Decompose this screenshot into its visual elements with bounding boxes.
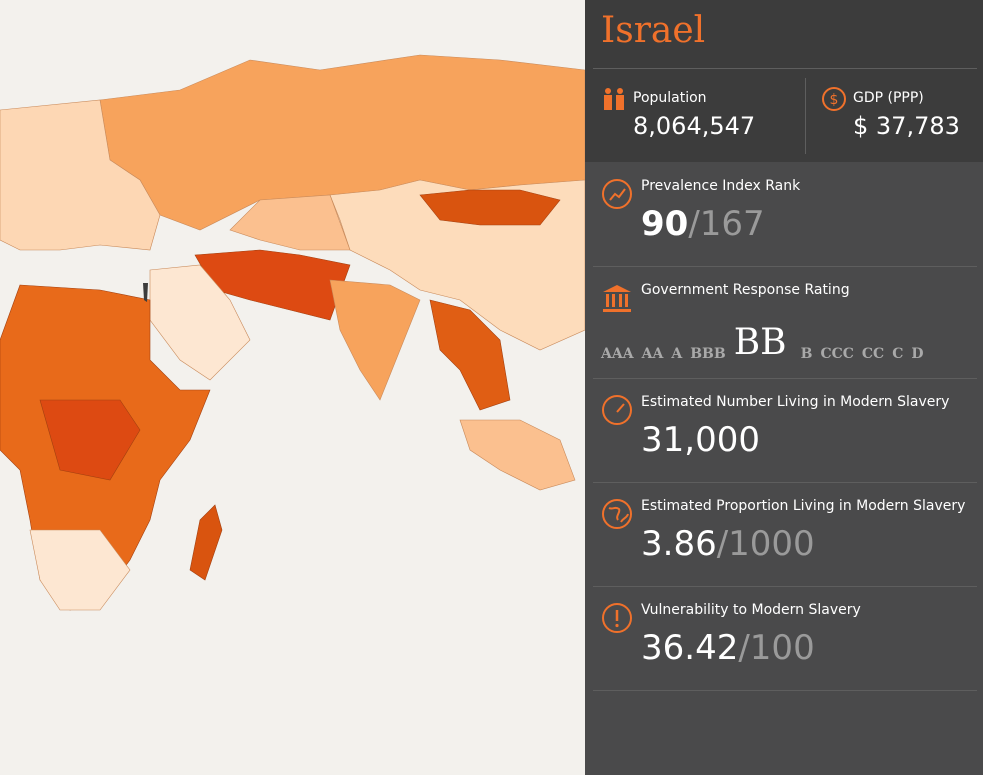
- gdp-label: GDP (PPP): [853, 90, 924, 106]
- proportion-label: Estimated Proportion Living in Modern Sl…: [641, 498, 966, 514]
- indonesia[interactable]: [459, 419, 576, 491]
- world-map[interactable]: [0, 0, 585, 775]
- globe-icon: [602, 499, 632, 529]
- building-icon: [603, 285, 631, 312]
- alert-icon: [602, 603, 632, 633]
- government-section: Government Response Rating AAA AA A BBB BB B C…: [585, 266, 983, 379]
- divider: [593, 482, 977, 483]
- divider: [593, 68, 977, 69]
- country-panel: Israel Population 8,064,547 $ GDP (PPP) …: [585, 0, 983, 775]
- rating: CCC: [820, 346, 854, 362]
- country-name: Israel: [601, 10, 706, 51]
- rating: B: [800, 346, 813, 362]
- rating: AAA: [601, 346, 634, 362]
- rating: A: [671, 346, 683, 362]
- prevalence-label: Prevalence Index Rank: [641, 178, 801, 194]
- proportion: 3.86: [641, 524, 717, 564]
- southeast-asia[interactable]: [429, 299, 511, 411]
- number-section: Estimated Number Living in Modern Slaver…: [585, 378, 983, 483]
- number-label: Estimated Number Living in Modern Slaver…: [641, 394, 950, 410]
- number-value: 31,000: [641, 420, 760, 460]
- vulnerability-label: Vulnerability to Modern Slavery: [641, 602, 861, 618]
- gdp-icon: $: [822, 87, 846, 111]
- rank-total: /167: [688, 204, 765, 244]
- trend-icon: [602, 179, 632, 209]
- divider: [593, 378, 977, 379]
- divider: [593, 586, 977, 587]
- population-label: Population: [633, 90, 707, 106]
- europe[interactable]: [0, 99, 161, 251]
- population-icon: [604, 88, 624, 110]
- vulnerability-section: Vulnerability to Modern Slavery 36.42/10…: [585, 586, 983, 691]
- proportion-total: /1000: [716, 524, 815, 564]
- rating: C: [892, 346, 904, 362]
- divider: [593, 266, 977, 267]
- panel-header: Israel Population 8,064,547 $ GDP (PPP) …: [585, 0, 983, 162]
- divider: [805, 78, 806, 154]
- proportion-section: Estimated Proportion Living in Modern Sl…: [585, 482, 983, 587]
- kazakhstan[interactable]: [229, 194, 351, 251]
- vulnerability: 36.42: [641, 628, 739, 668]
- gdp-value: $ 37,783: [853, 112, 960, 140]
- iran-pakistan[interactable]: [194, 249, 351, 321]
- divider: [593, 690, 977, 691]
- arabia[interactable]: [149, 264, 251, 381]
- rating: CC: [861, 346, 885, 362]
- india[interactable]: [329, 279, 421, 401]
- proportion-value: 3.86/1000: [641, 524, 815, 564]
- rating: BBB: [690, 346, 726, 362]
- prevalence-section: Prevalence Index Rank 90/167: [585, 162, 983, 267]
- population-value: 8,064,547: [633, 112, 756, 140]
- gauge-icon: [602, 395, 632, 425]
- south-africa[interactable]: [29, 529, 131, 611]
- vulnerability-value: 36.42/100: [641, 628, 815, 668]
- prevalence-value: 90/167: [641, 204, 765, 244]
- rating: D: [911, 346, 924, 362]
- vulnerability-total: /100: [738, 628, 815, 668]
- mongolia[interactable]: [419, 189, 561, 226]
- government-label: Government Response Rating: [641, 282, 850, 298]
- israel[interactable]: [143, 283, 148, 302]
- central-africa[interactable]: [39, 399, 141, 481]
- rank: 90: [641, 204, 689, 244]
- svg-text:$: $: [830, 92, 839, 108]
- rating: AA: [641, 346, 664, 362]
- rating: BB: [733, 322, 787, 363]
- madagascar[interactable]: [189, 504, 223, 581]
